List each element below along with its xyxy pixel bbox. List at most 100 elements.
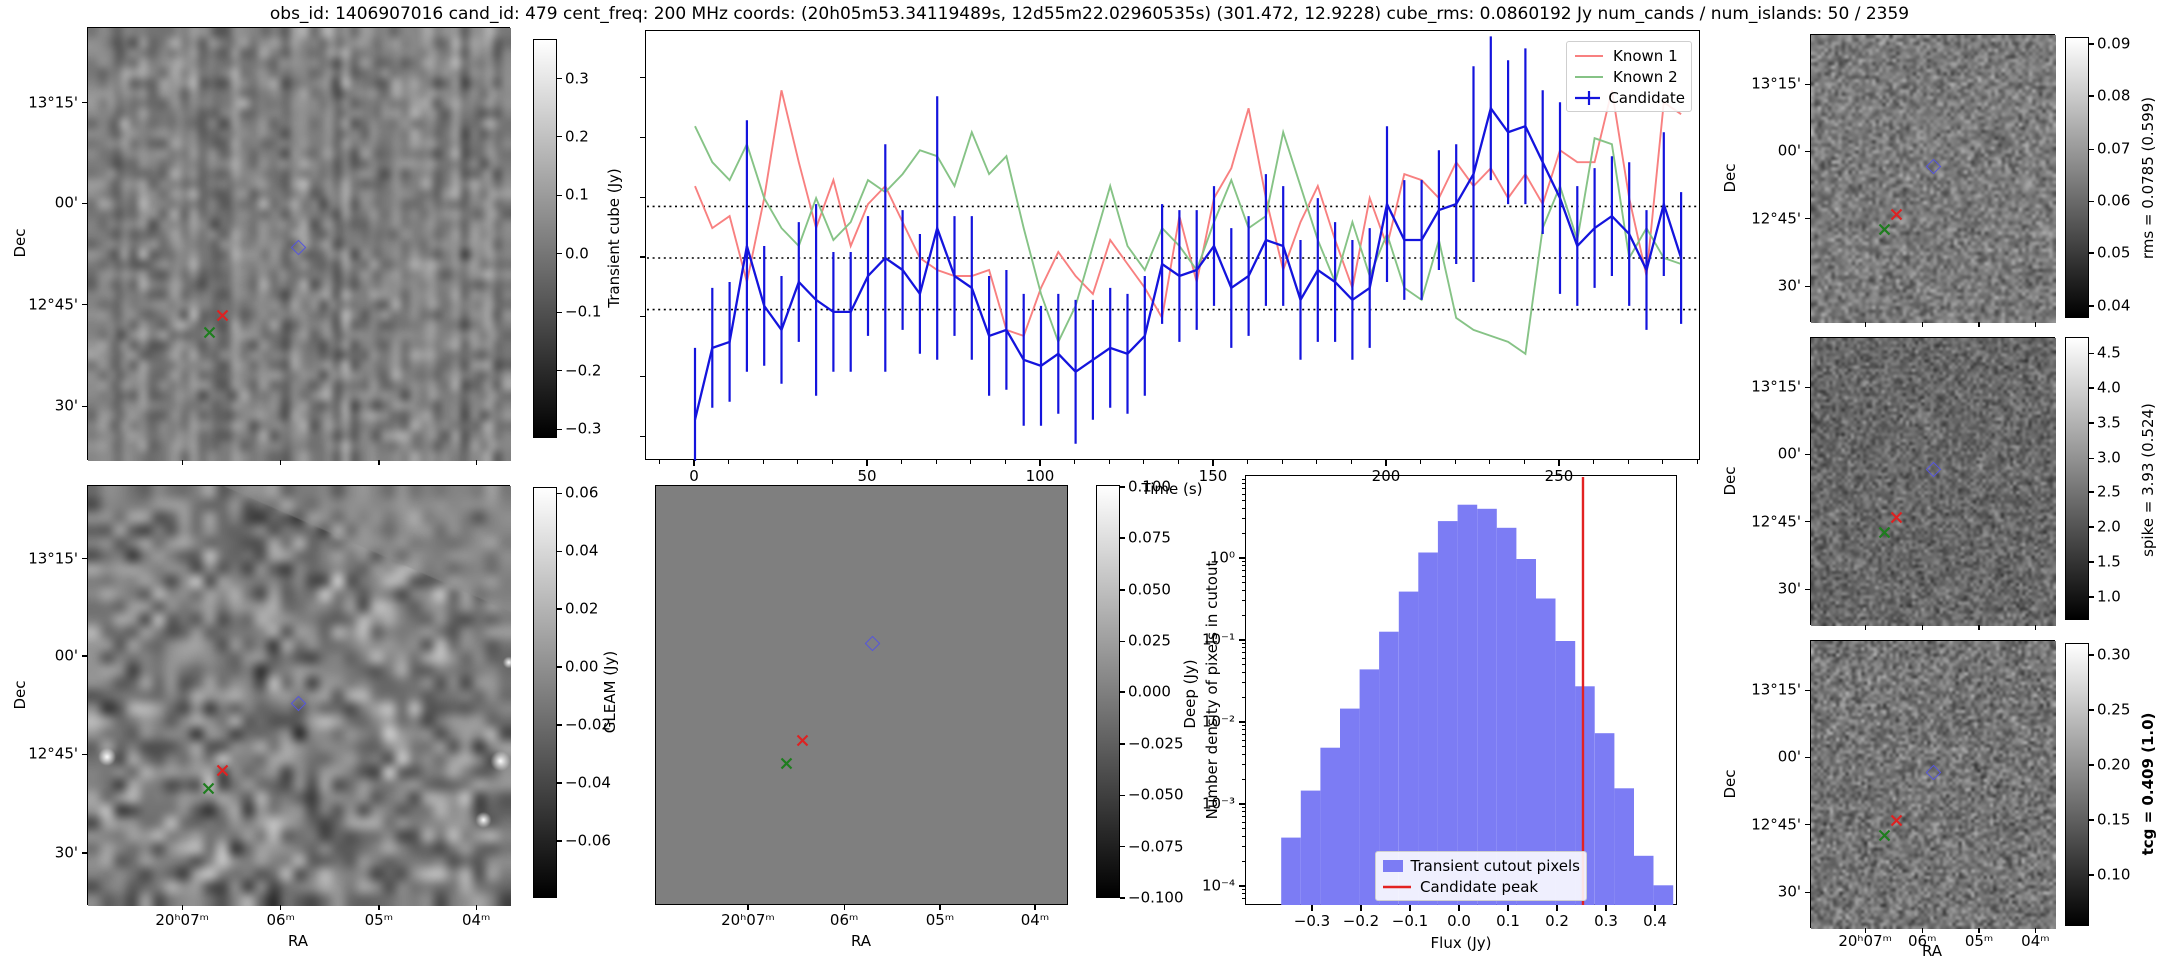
time-minor-tick: [1108, 460, 1110, 464]
tick-mark: [82, 102, 87, 104]
legend-item-known2: Known 2: [1573, 66, 1685, 87]
colorbar-tick-mark: [2089, 148, 2094, 150]
spike-colorbar-label: spike = 3.93 (0.524): [2139, 403, 2157, 557]
legend-item-candidate: Candidate: [1573, 87, 1685, 108]
flux-tick-mark: [1360, 905, 1362, 911]
tick-mark: [82, 202, 87, 204]
tcg-panel: [1810, 640, 2056, 929]
colorbar-tick-label: −0.050: [1128, 785, 1184, 804]
colorbar-tick-mark: [1120, 846, 1125, 848]
flux-tick-mark: [1507, 905, 1509, 911]
tick-mark: [475, 460, 477, 465]
colorbar-tick-label: 0.07: [2097, 139, 2131, 158]
colorbar-tick-label: 2.5: [2097, 482, 2121, 501]
density-minor-tick: [1241, 657, 1245, 659]
tick-mark: [1805, 521, 1810, 523]
time-tick-label: 200: [1371, 467, 1401, 485]
time-minor-tick: [935, 460, 937, 464]
colorbar-tick-mark: [2089, 526, 2094, 528]
time-tick-label: 250: [1544, 467, 1574, 485]
known1-line-icon: [1575, 54, 1603, 57]
colorbar-tick-label: 0.1: [565, 185, 589, 204]
known1-marker-x: [1890, 511, 1902, 523]
ra-tick-label: 20ʰ07ᵐ: [1838, 932, 1892, 950]
density-minor-tick: [1241, 672, 1245, 674]
time-minor-tick: [762, 460, 764, 464]
colorbar-tick-mark: [2089, 561, 2094, 563]
colorbar-tick-label: −0.075: [1128, 837, 1184, 856]
density-tick-label: 10⁻¹: [1201, 630, 1235, 649]
dec-tick-label: 13°15': [1751, 74, 1801, 93]
density-minor-tick: [1241, 734, 1245, 736]
density-minor-tick: [1241, 893, 1245, 895]
density-minor-tick: [1241, 764, 1245, 766]
time-minor-tick: [1143, 460, 1145, 464]
density-minor-tick: [1241, 582, 1245, 584]
density-minor-tick: [1241, 518, 1245, 520]
density-tick-label: 10⁰: [1209, 548, 1235, 567]
candidate-errorbar-icon: [1575, 90, 1601, 105]
colorbar-tick-mark: [1120, 589, 1125, 591]
tick-mark: [1034, 905, 1036, 910]
ra-tick-label: 05ᵐ: [925, 911, 955, 929]
density-minor-tick: [1241, 729, 1245, 731]
time-minor-tick: [1627, 460, 1629, 464]
colorbar-tick-mark: [557, 608, 562, 610]
histogram-bar: [1477, 508, 1497, 905]
histogram-bar: [1516, 559, 1536, 905]
density-minor-tick: [1241, 488, 1245, 490]
histogram-bar: [1418, 552, 1438, 905]
colorbar-tick-label: 0.08: [2097, 86, 2131, 105]
dec-axis-label: Dec: [1721, 769, 1739, 799]
dec-tick-label: 30': [1777, 276, 1801, 295]
colorbar-tick-label: 2.0: [2097, 517, 2121, 536]
colorbar-tick-mark: [557, 840, 562, 842]
time-minor-tick: [1316, 460, 1318, 464]
density-tick-mark: [1239, 721, 1245, 723]
colorbar-tick-label: 0.3: [565, 69, 589, 87]
density-minor-tick: [1241, 836, 1245, 838]
colorbar-tick-mark: [2089, 819, 2094, 821]
colorbar-tick-mark: [2089, 352, 2094, 354]
colorbar-tick-label: 0.04: [565, 541, 599, 560]
density-minor-tick: [1241, 614, 1245, 616]
tick-mark: [1805, 891, 1810, 893]
histogram-bar: [1300, 790, 1321, 905]
density-tick-mark: [1239, 803, 1245, 805]
colorbar-tick-label: 0.0: [565, 244, 589, 263]
density-minor-tick: [1241, 860, 1245, 862]
colorbar-tick-mark: [2089, 764, 2094, 766]
lc-y-tick: [640, 436, 645, 438]
tcg-colorbar: [2065, 643, 2089, 926]
tick-mark: [1805, 83, 1810, 86]
dec-tick-label: 30': [1777, 882, 1801, 901]
histogram-bar: [1535, 598, 1556, 905]
density-minor-tick: [1241, 778, 1245, 780]
time-tick-mark: [1558, 460, 1560, 466]
ra-tick-label: 05ᵐ: [364, 911, 394, 929]
tick-mark: [378, 905, 380, 910]
peak-line-icon: [1383, 885, 1411, 888]
time-tick-label: 100: [1025, 467, 1055, 485]
colorbar-tick-mark: [2089, 654, 2094, 656]
histogram-bar: [1496, 527, 1517, 905]
time-minor-tick: [1489, 460, 1491, 464]
dec-tick-label: 00': [54, 193, 78, 212]
dec-tick-label: 13°15': [28, 549, 78, 567]
density-minor-tick: [1241, 889, 1245, 891]
flux-tick-mark: [1311, 905, 1313, 911]
ra-tick-label: 04ᵐ: [1020, 911, 1050, 929]
colorbar-tick-label: −0.025: [1128, 734, 1184, 753]
colorbar-tick-mark: [557, 311, 562, 313]
colorbar-tick-label: 1.5: [2097, 552, 2121, 571]
tick-mark: [1805, 824, 1810, 826]
density-minor-tick: [1241, 746, 1245, 748]
tcg-colorbar-label: tcg = 0.409 (1.0): [2139, 712, 2157, 856]
density-minor-tick: [1241, 739, 1245, 741]
spike-colorbar: [2065, 337, 2089, 620]
time-minor-tick: [1281, 460, 1283, 464]
dec-tick-label: 00': [1777, 141, 1801, 160]
density-minor-tick: [1241, 508, 1245, 510]
time-minor-tick: [797, 460, 799, 464]
flux-axis-label: Flux (Jy): [1430, 934, 1492, 952]
